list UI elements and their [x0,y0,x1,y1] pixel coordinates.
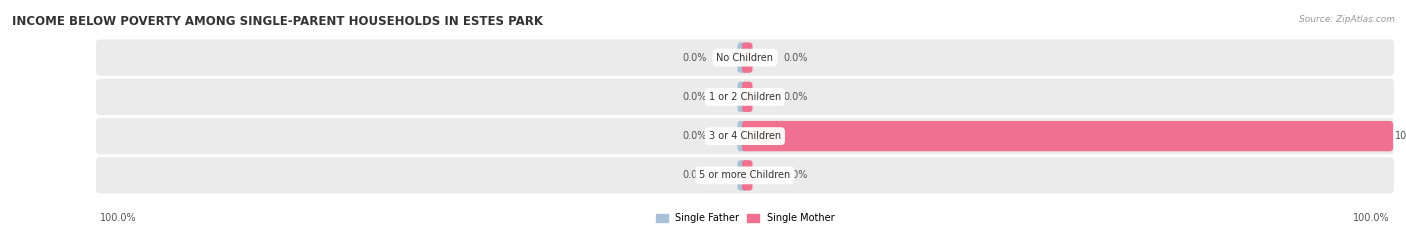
Legend: Single Father, Single Mother: Single Father, Single Mother [655,213,834,223]
Text: 0.0%: 0.0% [683,53,707,63]
FancyBboxPatch shape [96,157,1393,194]
FancyBboxPatch shape [742,42,752,73]
FancyBboxPatch shape [738,160,748,191]
Text: 1 or 2 Children: 1 or 2 Children [709,92,782,102]
FancyBboxPatch shape [96,118,1393,154]
Text: No Children: No Children [717,53,773,63]
Text: 100.0%: 100.0% [1395,131,1406,141]
FancyBboxPatch shape [738,121,748,151]
FancyBboxPatch shape [742,82,752,112]
Text: 0.0%: 0.0% [683,131,707,141]
Text: 0.0%: 0.0% [683,92,707,102]
Text: 0.0%: 0.0% [683,170,707,180]
Text: INCOME BELOW POVERTY AMONG SINGLE-PARENT HOUSEHOLDS IN ESTES PARK: INCOME BELOW POVERTY AMONG SINGLE-PARENT… [13,15,543,28]
FancyBboxPatch shape [742,121,1393,151]
Text: 5 or more Children: 5 or more Children [699,170,790,180]
FancyBboxPatch shape [742,160,752,191]
FancyBboxPatch shape [96,79,1393,115]
FancyBboxPatch shape [738,82,748,112]
FancyBboxPatch shape [738,42,748,73]
Text: 0.0%: 0.0% [783,92,807,102]
Text: 100.0%: 100.0% [1354,213,1391,223]
Text: 3 or 4 Children: 3 or 4 Children [709,131,782,141]
Text: Source: ZipAtlas.com: Source: ZipAtlas.com [1299,15,1395,24]
Text: 0.0%: 0.0% [783,170,807,180]
Text: 0.0%: 0.0% [783,53,807,63]
FancyBboxPatch shape [96,39,1393,76]
Text: 100.0%: 100.0% [100,213,136,223]
